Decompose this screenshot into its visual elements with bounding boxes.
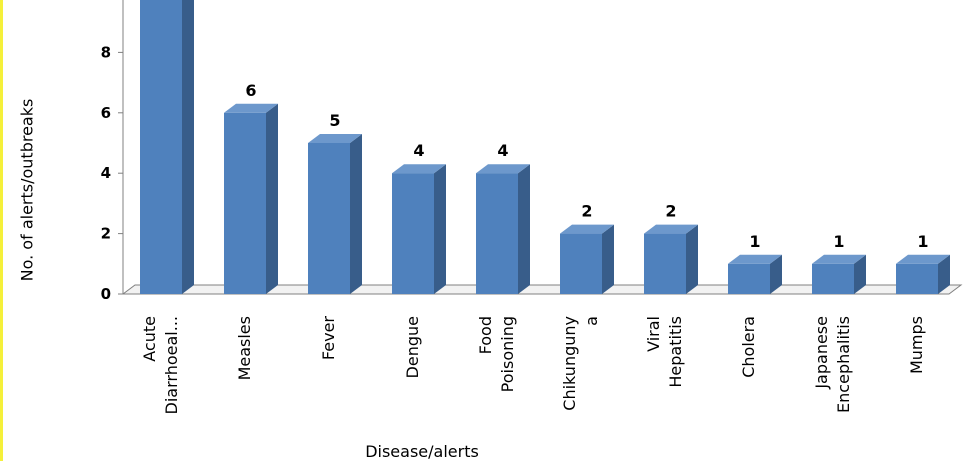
data-label: 4 [413, 141, 424, 160]
x-tick-label-line: Measles [235, 316, 254, 380]
bar-top [476, 164, 530, 174]
bar-top [812, 254, 866, 264]
data-label: 4 [497, 141, 508, 160]
x-tick-label-line: Cholera [739, 316, 758, 378]
x-tick-label: Measles [235, 316, 254, 380]
x-tick-label-line: Diarrhoeal... [162, 316, 181, 414]
bar-side [518, 164, 530, 294]
y-axis-title: No. of alerts/outbreaks [17, 98, 37, 282]
bar-side [854, 254, 866, 294]
x-tick-label-line: Chikunguny [560, 316, 579, 411]
x-tick-label-line: Encephalitis [834, 316, 853, 413]
bar-top [644, 224, 698, 234]
x-tick-label: Dengue [403, 316, 422, 378]
bar [644, 233, 686, 294]
x-tick-label-line: Viral [644, 316, 663, 352]
bar [224, 112, 266, 294]
data-label: 2 [581, 202, 592, 221]
data-label: 1 [833, 232, 844, 251]
x-tick-label: Chikunguny a [560, 316, 601, 411]
bar-top [392, 164, 446, 174]
bar-top [896, 254, 950, 264]
data-label: 1 [749, 232, 760, 251]
bar-side [602, 224, 614, 294]
y-tick-label: 0 [101, 285, 111, 303]
x-tick-label-line: Mumps [907, 316, 926, 374]
bar-side [350, 134, 362, 294]
bar-side [686, 224, 698, 294]
x-tick-label: Japanese Encephalitis [812, 316, 853, 413]
x-tick-label: Viral Hepatitis [644, 316, 685, 388]
x-axis-title: Disease/alerts [365, 442, 479, 461]
y-tick-label: 2 [101, 225, 111, 243]
x-tick-label-line: Food [476, 316, 495, 354]
bar [812, 263, 854, 294]
y-tick-label: 4 [101, 164, 111, 182]
bar [392, 173, 434, 294]
bar-side [434, 164, 446, 294]
x-tick-label-line: Hepatitis [666, 316, 685, 388]
data-label: 6 [245, 81, 256, 100]
x-tick-label: Cholera [739, 316, 758, 378]
x-tick-label-line: Acute [140, 316, 159, 362]
x-tick-label-line: Poisoning [498, 316, 517, 392]
bar [728, 263, 770, 294]
bar [308, 143, 350, 294]
bar [476, 173, 518, 294]
bar-top [560, 224, 614, 234]
bar-top [308, 134, 362, 143]
bar [140, 0, 182, 294]
x-tick-label: Acute Diarrhoeal... [140, 316, 181, 414]
bar-chart: 0 2 4 6 8 Acute Diarrhoeal... 6 Measles 5 Fever 4 De… [101, 0, 963, 414]
bar-top [728, 254, 782, 264]
x-tick-label: Fever [319, 316, 338, 360]
y-tick-label: 8 [101, 43, 111, 61]
data-label: 2 [665, 202, 676, 221]
x-tick-label: Food Poisoning [476, 316, 517, 392]
bar [560, 233, 602, 294]
x-tick-label-line: a [582, 316, 601, 326]
bar [896, 263, 938, 294]
y-tick-label: 6 [101, 104, 111, 122]
bar-side [938, 254, 950, 294]
bar-side [266, 103, 278, 294]
x-tick-label-line: Fever [319, 316, 338, 360]
data-label: 1 [917, 232, 928, 251]
bar-top [224, 103, 278, 113]
x-tick-label: Mumps [907, 316, 926, 374]
x-tick-label-line: Dengue [403, 316, 422, 378]
bar-side [770, 254, 782, 294]
bar-side [182, 0, 194, 294]
data-label: 5 [329, 111, 340, 130]
x-tick-label-line: Japanese [812, 316, 831, 390]
